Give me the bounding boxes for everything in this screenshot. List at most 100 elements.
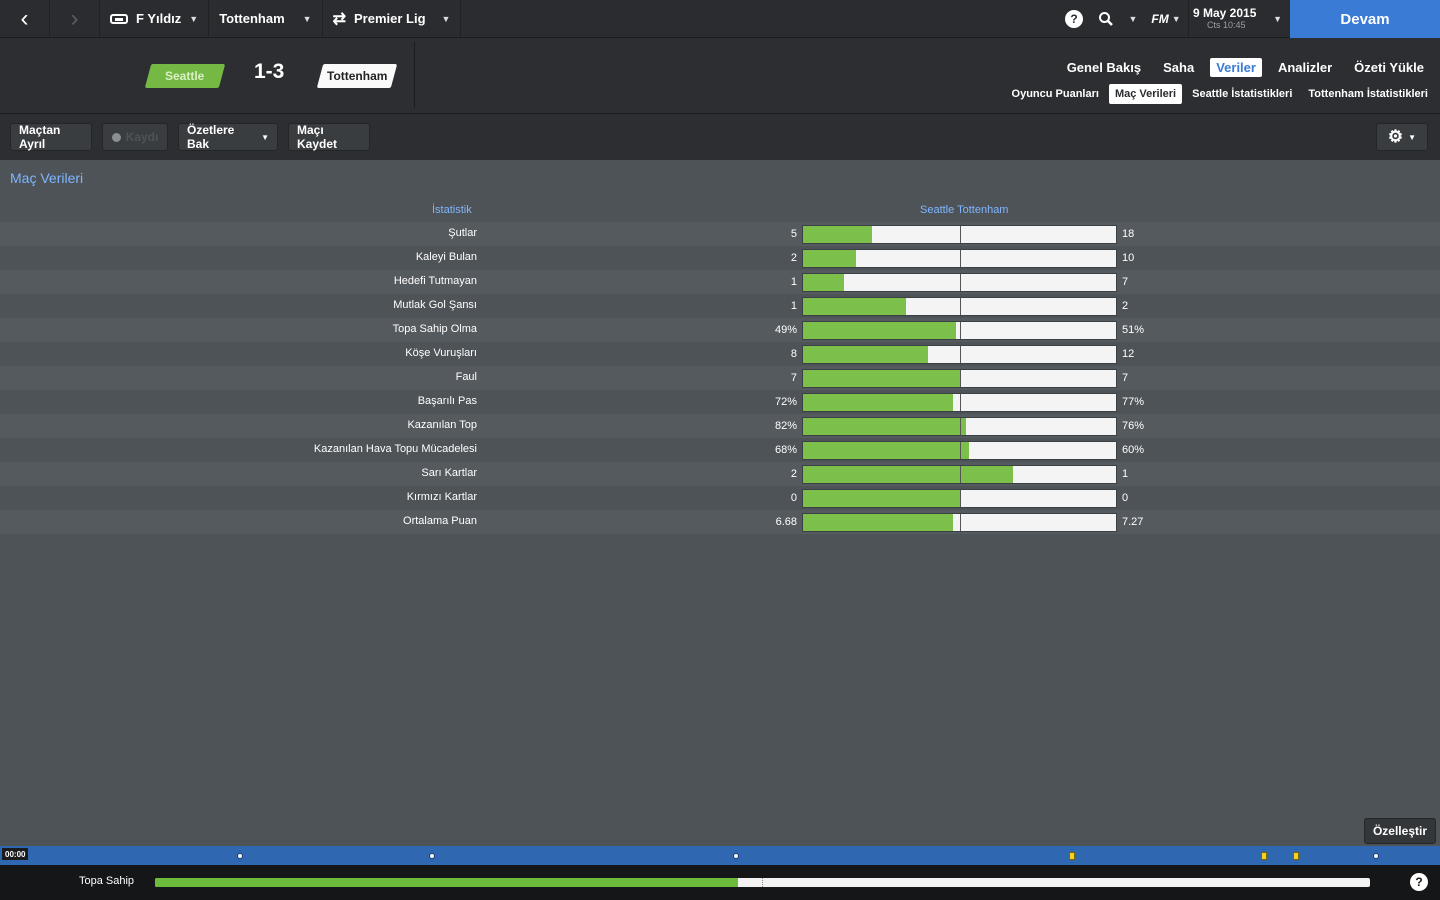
stat-label: Hedefi Tutmayan: [393, 275, 477, 287]
help-button[interactable]: ?: [1058, 0, 1090, 38]
action-toolbar: Maçtan Ayrıl Kaydı Özetlere Bak ▼ Maçı K…: [0, 114, 1440, 160]
record-label: Kaydı: [125, 130, 159, 144]
match-timeline[interactable]: 00:00: [0, 846, 1440, 865]
yellow-card-marker[interactable]: [1293, 852, 1299, 860]
goal-marker[interactable]: [429, 853, 435, 859]
fm-menu[interactable]: FM ▼: [1144, 0, 1188, 38]
manager-menu[interactable]: F Yıldız ▼: [100, 0, 210, 38]
stat-label: Başarılı Pas: [417, 395, 477, 407]
column-header-away[interactable]: Tottenham: [957, 204, 1009, 216]
column-header-teams: Seattle Tottenham: [920, 204, 1008, 216]
stat-away-value: 12: [1122, 348, 1135, 360]
stat-home-value: 49%: [774, 324, 797, 336]
subtab-match-stats[interactable]: Maç Verileri: [1108, 84, 1183, 104]
chevron-down-icon: ▼: [302, 13, 312, 24]
stat-comparison-bar: [802, 417, 1117, 436]
match-header: Seattle 1-3 Tottenham Genel Bakış Saha V…: [0, 38, 1440, 114]
goal-marker[interactable]: [237, 853, 243, 859]
yellow-card-marker[interactable]: [1261, 852, 1267, 860]
stat-away-value: 60%: [1122, 444, 1145, 456]
club-name: Tottenham: [219, 11, 285, 26]
stat-comparison-bar: [802, 321, 1117, 340]
stat-bar-home-fill: [803, 226, 872, 243]
stat-row: Başarılı Pas 72% 77%: [0, 390, 1440, 414]
column-header-stat[interactable]: İstatistik: [432, 204, 472, 216]
stat-comparison-bar: [802, 249, 1117, 268]
back-button[interactable]: ‹: [0, 0, 50, 38]
stat-bar-midline: [960, 466, 961, 483]
home-team-name: Seattle: [165, 69, 205, 83]
stat-bar-home-fill: [803, 490, 960, 507]
settings-button[interactable]: ⚙ ▼: [1376, 123, 1428, 151]
tab-data[interactable]: Veriler: [1210, 58, 1262, 77]
yellow-card-marker[interactable]: [1069, 852, 1075, 860]
top-bar: ‹ › F Yıldız ▼ Tottenham ▼ ⇄ Premier Lig…: [0, 0, 1440, 38]
stat-comparison-bar: [802, 513, 1117, 532]
stat-label: Ortalama Puan: [403, 515, 477, 527]
goal-marker[interactable]: [733, 853, 739, 859]
chevron-down-icon: ▼: [189, 13, 199, 24]
stat-away-value: 7.27: [1122, 516, 1144, 528]
stat-comparison-bar: [802, 465, 1117, 484]
stat-label: Köşe Vuruşları: [405, 347, 477, 359]
subtab-away-stats[interactable]: Tottenham İstatistikleri: [1308, 88, 1428, 100]
subtab-home-stats[interactable]: Seattle İstatistikleri: [1192, 88, 1293, 100]
stat-comparison-bar: [802, 345, 1117, 364]
stat-away-value: 77%: [1122, 396, 1145, 408]
help-icon: ?: [1065, 10, 1083, 28]
customize-button[interactable]: Özelleştir: [1363, 818, 1436, 844]
manager-icon: [110, 13, 128, 24]
leave-match-button[interactable]: Maçtan Ayrıl: [10, 123, 92, 151]
help-icon[interactable]: ?: [1410, 873, 1428, 891]
stat-label: Topa Sahip Olma: [392, 323, 477, 335]
tab-overview[interactable]: Genel Bakış: [1066, 60, 1142, 75]
goal-marker[interactable]: [1373, 853, 1379, 859]
search-button[interactable]: [1090, 0, 1122, 38]
page-title: Maç Verileri: [10, 170, 84, 186]
stats-table: Şutlar 5 18 Kaleyi Bulan 2 10 Hedefi Tutmayan 1…: [0, 222, 1440, 534]
stat-home-value: 2: [790, 468, 797, 480]
stat-row: Ortalama Puan 6.68 7.27: [0, 510, 1440, 534]
stat-home-value: 6.68: [775, 516, 797, 528]
stat-away-value: 18: [1122, 228, 1135, 240]
competition-menu[interactable]: ⇄ Premier Lig ▼: [323, 0, 462, 38]
stat-row: Kazanılan Hava Topu Mücadelesi 68% 60%: [0, 438, 1440, 462]
stat-label: Kaleyi Bulan: [415, 251, 477, 263]
tab-pitch[interactable]: Saha: [1163, 60, 1195, 75]
column-header-home[interactable]: Seattle: [920, 204, 955, 216]
continue-button[interactable]: Devam: [1290, 0, 1440, 38]
stat-home-value: 2: [790, 252, 797, 264]
highlights-button[interactable]: Özetlere Bak ▼: [178, 123, 278, 151]
stat-row: Topa Sahip Olma 49% 51%: [0, 318, 1440, 342]
stat-away-value: 1: [1122, 468, 1129, 480]
home-team-badge[interactable]: Seattle: [144, 64, 226, 88]
stat-bar-midline: [960, 442, 961, 459]
stat-home-value: 1: [790, 276, 797, 288]
stat-bar-midline: [960, 226, 961, 243]
tab-analysis[interactable]: Analizler: [1277, 60, 1333, 75]
save-match-button[interactable]: Maçı Kaydet: [288, 123, 370, 151]
forward-button[interactable]: ›: [50, 0, 100, 38]
away-team-badge[interactable]: Tottenham: [316, 64, 398, 88]
stat-bar-home-fill: [803, 322, 957, 339]
fm-logo: FM: [1151, 12, 1169, 26]
date-menu[interactable]: 9 May 2015 Cts 10:45 ▼: [1188, 0, 1290, 38]
stat-bar-home-fill: [803, 250, 857, 267]
tab-upload-highlights[interactable]: Özeti Yükle: [1354, 60, 1424, 75]
stat-row: Mutlak Gol Şansı 1 2: [0, 294, 1440, 318]
stat-home-value: 72%: [774, 396, 797, 408]
record-button[interactable]: Kaydı: [102, 123, 168, 151]
subtab-player-ratings[interactable]: Oyuncu Puanları: [1011, 88, 1099, 100]
chevron-down-icon: ▼: [441, 13, 451, 24]
search-dropdown[interactable]: ▼: [1122, 0, 1144, 38]
stat-home-value: 0: [790, 492, 797, 504]
current-date: 9 May 2015: [1193, 6, 1257, 20]
stat-row: Sarı Kartlar 2 1: [0, 462, 1440, 486]
club-menu[interactable]: Tottenham ▼: [209, 0, 323, 38]
match-stats-panel: Maç Verileri İstatistik Seattle Tottenha…: [0, 160, 1440, 846]
stat-comparison-bar: [802, 297, 1117, 316]
stat-away-value: 10: [1122, 252, 1135, 264]
stat-label: Kazanılan Hava Topu Mücadelesi: [313, 443, 477, 455]
manager-name: F Yıldız: [136, 11, 182, 26]
stat-bar-midline: [960, 418, 961, 435]
